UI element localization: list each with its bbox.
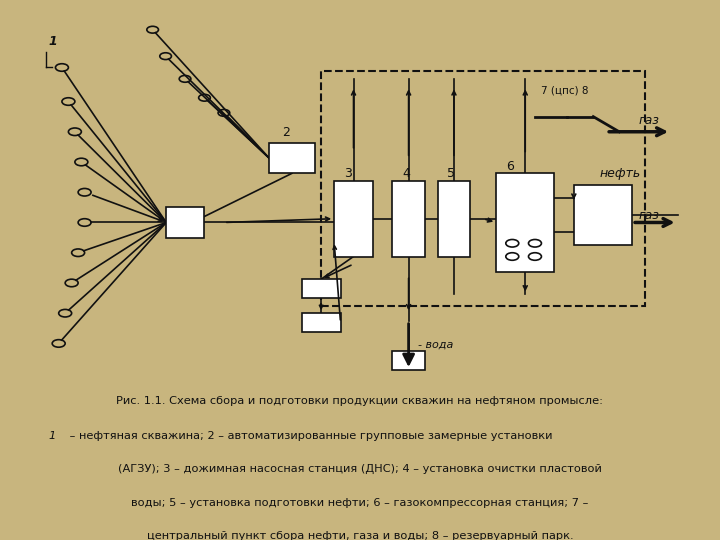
Bar	[392, 181, 425, 256]
Text: 3: 3	[344, 167, 351, 180]
Bar	[302, 279, 341, 298]
Bar	[334, 181, 373, 256]
Text: 7 (цпс) 8: 7 (цпс) 8	[541, 86, 589, 96]
Bar	[166, 207, 204, 238]
Text: Рис. 1.1. Схема сбора и подготовки продукции скважин на нефтяном промысле:: Рис. 1.1. Схема сбора и подготовки проду…	[117, 396, 603, 407]
Text: газ: газ	[639, 208, 660, 222]
Bar	[269, 143, 315, 173]
Text: газ: газ	[639, 114, 660, 127]
Text: 2: 2	[282, 125, 290, 139]
Text: центральный пункт сбора нефти, газа и воды; 8 – резервуарный парк.: центральный пункт сбора нефти, газа и во…	[147, 531, 573, 540]
Bar	[574, 185, 632, 245]
Text: нефть: нефть	[600, 167, 641, 180]
Text: (АГЗУ); 3 – дожимная насосная станция (ДНС); 4 – установка очистки пластовой: (АГЗУ); 3 – дожимная насосная станция (Д…	[118, 464, 602, 475]
Bar	[496, 173, 554, 272]
Text: 6: 6	[505, 159, 513, 173]
Text: 4: 4	[402, 167, 410, 180]
Text: 1: 1	[49, 431, 56, 441]
Text: – нефтяная скважина; 2 – автоматизированные групповые замерные установки: – нефтяная скважина; 2 – автоматизирован…	[66, 431, 552, 441]
Bar	[392, 351, 425, 370]
Bar	[321, 71, 645, 306]
Text: воды; 5 – установка подготовки нефти; 6 – газокомпрессорная станция; 7 –: воды; 5 – установка подготовки нефти; 6 …	[131, 498, 589, 508]
Bar	[438, 181, 470, 256]
Text: - вода: - вода	[418, 339, 454, 349]
Text: 5: 5	[448, 167, 456, 180]
Bar	[302, 313, 341, 332]
Text: 1: 1	[49, 35, 58, 48]
